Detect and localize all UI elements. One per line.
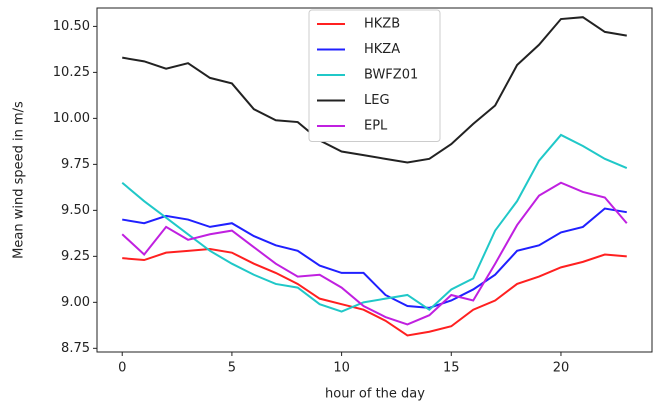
y-axis-label: Mean wind speed in m/s <box>12 101 27 259</box>
series-line <box>121 181 628 326</box>
y-tick-label: 9.75 <box>61 157 90 172</box>
y-tick-label: 8.75 <box>61 341 90 356</box>
y-tick-label: 10.00 <box>53 111 90 126</box>
y-tick-label: 9.50 <box>61 203 90 218</box>
legend-label: LEG <box>364 93 390 108</box>
x-tick-label: 10 <box>333 361 350 376</box>
series-line <box>122 247 627 337</box>
legend-label: EPL <box>364 119 388 134</box>
series-line <box>122 16 627 164</box>
x-tick-label: 5 <box>228 361 236 376</box>
y-tick-label: 10.25 <box>53 65 90 80</box>
legend: HKZB HKZA BWFZ01 LEG EPL <box>308 9 441 142</box>
x-tick-label: 15 <box>443 361 460 376</box>
series-line <box>121 133 628 313</box>
x-tick-label: 0 <box>118 361 126 376</box>
y-tick-label: 9.25 <box>61 249 90 264</box>
plot-frame <box>96 7 653 353</box>
y-tick-label: 10.50 <box>53 19 90 34</box>
legend-label: BWFZ01 <box>364 68 418 83</box>
x-tick-label: 20 <box>553 361 570 376</box>
x-axis-label: hour of the day <box>325 387 425 402</box>
legend-label: HKZB <box>364 17 400 32</box>
legend-label: HKZA <box>364 42 400 57</box>
y-tick-label: 9.00 <box>61 295 90 310</box>
series-line <box>122 207 627 309</box>
legend-frame <box>308 9 441 142</box>
